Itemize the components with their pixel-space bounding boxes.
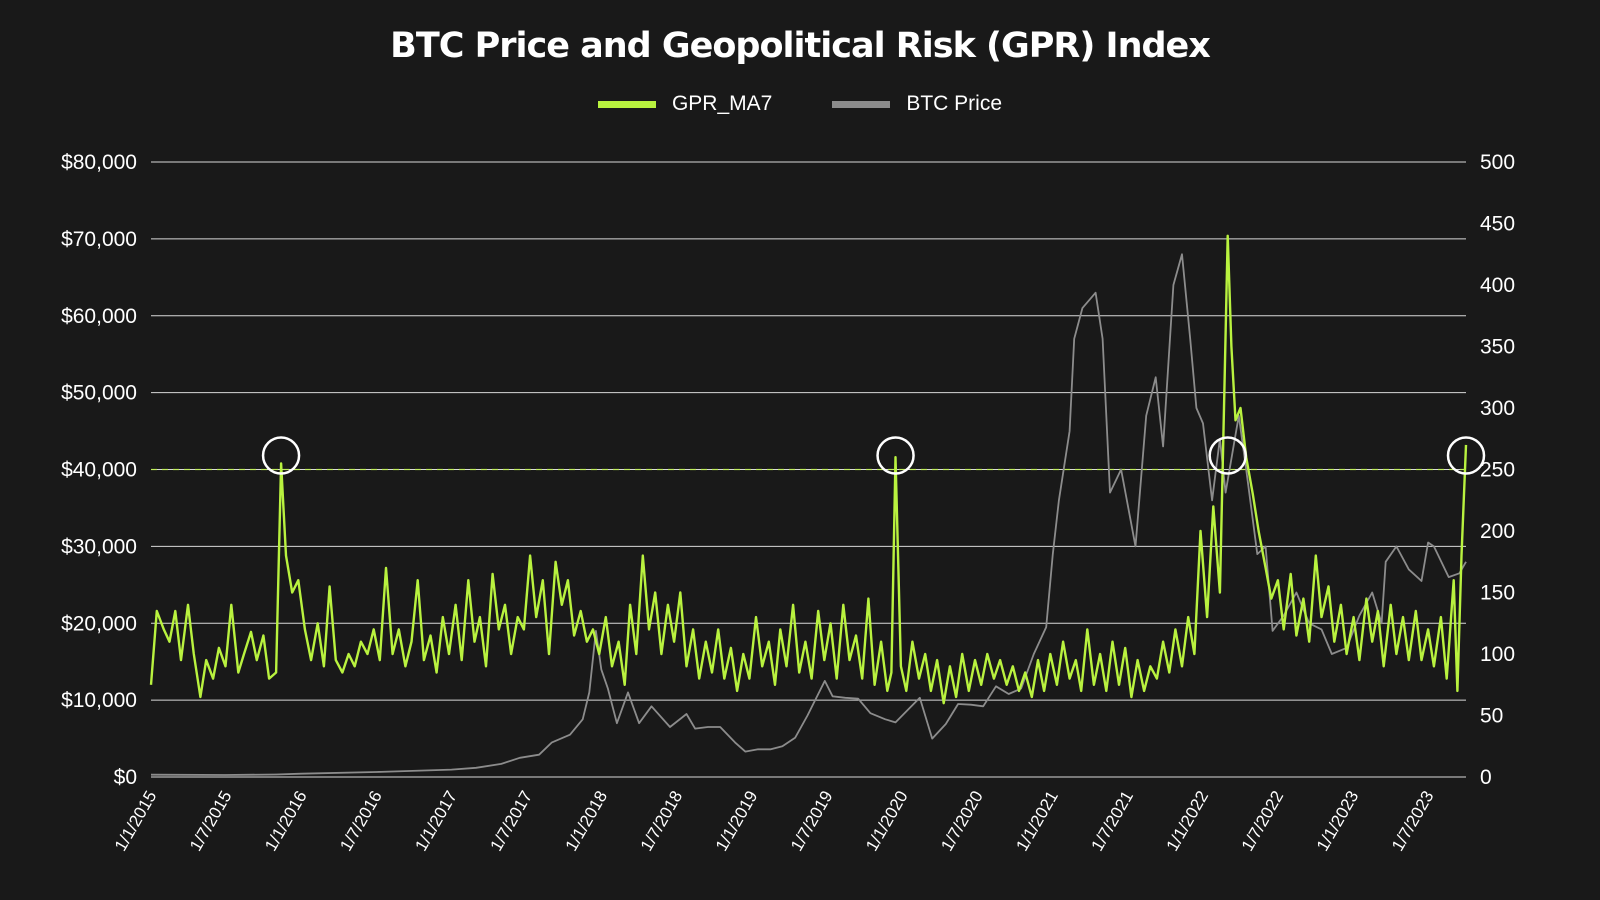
- right-axis-tick-label: 350: [1480, 336, 1515, 359]
- x-axis-tick-label: 1/7/2022: [1238, 788, 1288, 855]
- chart-title: BTC Price and Geopolitical Risk (GPR) In…: [390, 26, 1211, 66]
- peak-marker-circle: [1208, 436, 1247, 475]
- peak-markers: [261, 436, 1486, 475]
- x-axis-ticks: 1/1/2015 1/7/2015 1/1/2016 1/7/2016 1/1/2017…: [111, 788, 1438, 855]
- btc-price-line: [150, 253, 1467, 776]
- right-axis-tick-label: 0: [1480, 766, 1492, 789]
- x-axis-tick-label: 1/7/2019: [787, 788, 837, 855]
- legend-label-btc: BTC Price: [906, 92, 1003, 115]
- left-axis-tick-label: $80,000: [61, 151, 137, 174]
- right-axis-tick-label: 100: [1480, 643, 1515, 666]
- x-axis-tick-label: 1/1/2018: [562, 788, 612, 855]
- right-axis-tick-label: 150: [1480, 582, 1515, 605]
- x-axis-tick-label: 1/1/2023: [1313, 788, 1363, 855]
- legend-swatch-gpr: [597, 100, 656, 108]
- gpr-ma7-line: [149, 234, 1468, 705]
- right-axis-tick-label: 450: [1480, 213, 1515, 236]
- x-axis-tick-label: 1/7/2023: [1388, 788, 1438, 855]
- left-axis-ticks: $0 $10,000 $20,000 $30,000 $40,000 $50,000 $60…: [61, 151, 137, 789]
- left-axis-tick-label: $70,000: [61, 228, 137, 251]
- series-layer: [149, 234, 1468, 776]
- left-axis-tick-label: $60,000: [61, 305, 137, 328]
- chart-legend: GPR_MA7 BTC Price: [0, 92, 1600, 116]
- legend-swatch-btc: [832, 100, 891, 108]
- x-axis-tick-label: 1/7/2015: [186, 788, 236, 855]
- x-axis-tick-label: 1/7/2018: [637, 788, 687, 855]
- left-axis-tick-label: $0: [114, 766, 137, 789]
- right-axis-tick-label: 400: [1480, 274, 1515, 297]
- peak-marker-circle: [1446, 436, 1486, 475]
- right-axis-tick-label: 300: [1480, 397, 1515, 420]
- left-axis-tick-label: $50,000: [61, 382, 137, 405]
- right-axis-tick-label: 500: [1480, 151, 1515, 174]
- legend-item-gpr: GPR_MA7: [597, 92, 773, 116]
- x-axis-tick-label: 1/7/2021: [1088, 788, 1138, 855]
- x-axis-tick-label: 1/1/2017: [411, 788, 461, 855]
- x-axis-tick-label: 1/1/2019: [712, 788, 762, 855]
- right-axis-tick-label: 200: [1480, 520, 1515, 543]
- left-axis-tick-label: $30,000: [61, 535, 137, 558]
- gridlines: [151, 161, 1466, 778]
- peak-marker-circle: [261, 436, 301, 475]
- peak-marker-circle: [876, 436, 915, 475]
- x-axis-tick-label: 1/7/2020: [937, 788, 987, 855]
- left-axis-tick-label: $20,000: [61, 612, 137, 635]
- left-axis-tick-label: $10,000: [61, 689, 137, 712]
- legend-item-btc: BTC Price: [832, 92, 1002, 116]
- x-axis-tick-label: 1/1/2015: [111, 788, 161, 855]
- x-axis-tick-label: 1/1/2020: [862, 788, 912, 855]
- x-axis-tick-label: 1/1/2021: [1012, 788, 1062, 855]
- legend-label-gpr: GPR_MA7: [671, 92, 773, 115]
- x-axis-tick-label: 1/7/2016: [336, 788, 386, 855]
- x-axis-tick-label: 1/7/2017: [487, 788, 537, 855]
- x-axis-tick-label: 1/1/2022: [1163, 788, 1213, 855]
- left-axis-tick-label: $40,000: [61, 459, 137, 482]
- right-axis-tick-label: 250: [1480, 459, 1515, 482]
- right-axis-ticks: 0 50 100 150 200 250 300 350 400 450 500: [1480, 151, 1515, 789]
- x-axis-tick-label: 1/1/2016: [261, 788, 311, 855]
- right-axis-tick-label: 50: [1480, 705, 1503, 728]
